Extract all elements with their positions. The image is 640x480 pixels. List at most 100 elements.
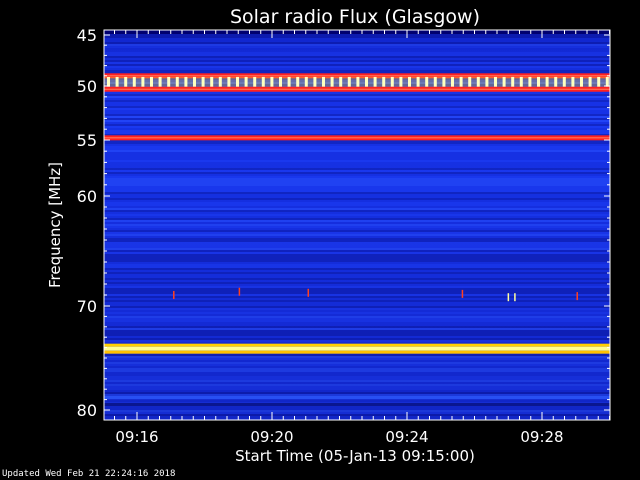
spectrum-row: [104, 30, 610, 34]
spectrum-row: [104, 272, 610, 274]
spectrum-row: [104, 412, 610, 414]
spectrum-row: [104, 306, 610, 308]
spectrum-row: [104, 52, 610, 54]
chart-title: Solar radio Flux (Glasgow): [230, 6, 480, 28]
spectrum-row: [104, 284, 610, 286]
spectrum-row: [104, 38, 610, 40]
emission-band-comb: [416, 76, 420, 87]
spectrum-row: [104, 134, 610, 136]
emission-band-comb: [382, 76, 386, 87]
spectrum-row: [104, 406, 610, 408]
spectrum-row: [104, 230, 610, 232]
plot-area: [103, 29, 611, 421]
spectrum-row: [104, 158, 610, 160]
spectrum-row: [104, 370, 610, 372]
x-tick-label: 09:24: [385, 428, 428, 446]
spectrum-row: [104, 100, 610, 102]
x-axis: 09:16 09:20 09:24 09:28: [114, 30, 610, 446]
spectrum-row: [104, 324, 610, 326]
spectrum-row: [104, 208, 610, 210]
emission-band-comb: [132, 76, 136, 87]
spectrum-row: [104, 288, 610, 290]
spectrum-row: [104, 72, 610, 74]
spectrum-row: [104, 368, 610, 370]
spectrum-row: [104, 56, 610, 58]
emission-band-comb: [270, 76, 274, 87]
spectrum-row: [104, 176, 610, 178]
spectrum-row: [104, 210, 610, 212]
spectrum-row: [104, 300, 610, 302]
interference-spike: [173, 291, 175, 299]
spectrum-row: [104, 238, 610, 240]
spectrum-row: [104, 226, 610, 228]
spectrum-row: [104, 220, 610, 222]
spectrum-row: [104, 340, 610, 342]
spectrum-row: [104, 120, 610, 122]
spectrum-row: [104, 180, 610, 182]
spectrum-row: [104, 172, 610, 174]
spectrum-row: [104, 48, 610, 50]
spectrum-row: [104, 416, 610, 418]
spectrum-row: [104, 216, 610, 218]
interference-spike: [514, 293, 516, 302]
spectrum-row: [104, 376, 610, 378]
emission-band-comb: [313, 76, 317, 87]
spectrum-row: [104, 236, 610, 238]
spectrum-row: [104, 388, 610, 390]
emission-band: [104, 350, 610, 354]
spectrum-row: [104, 232, 610, 234]
emission-band-comb: [485, 76, 489, 87]
spectrum-row: [104, 40, 610, 42]
spectrum-row: [104, 414, 610, 416]
emission-band: [104, 75, 610, 77]
x-tick-label: 09:28: [520, 428, 563, 446]
spectrum-row: [104, 92, 610, 94]
emission-band-comb: [365, 76, 368, 87]
spectrum-row: [104, 282, 610, 284]
spectrum-row: [104, 328, 610, 330]
spectrum-row: [104, 330, 610, 332]
spectrum-row: [104, 292, 610, 294]
spectrum-row: [104, 70, 610, 72]
spectrum-row: [104, 150, 610, 152]
emission-band-comb: [511, 76, 515, 87]
spectrum-row: [104, 110, 610, 112]
spectrum-row: [104, 312, 610, 314]
spectrum-row: [104, 256, 610, 258]
emission-band-comb: [347, 76, 351, 87]
spectrum-row: [104, 240, 610, 242]
spectrum-row: [104, 190, 610, 192]
spectrum-row: [104, 403, 610, 406]
spectrum-row: [104, 58, 610, 60]
spectrum-row: [104, 390, 610, 392]
spectrum-row: [104, 154, 610, 156]
spectrum-row: [104, 142, 610, 144]
emission-band-comb: [322, 76, 325, 87]
emission-band-comb: [442, 76, 446, 87]
emission-band-comb: [150, 76, 153, 87]
spectrum-row: [104, 260, 610, 262]
emission-band-comb: [597, 76, 601, 87]
spectrum-row: [104, 378, 610, 380]
spectrum-row: [104, 50, 610, 52]
spectrum-row: [104, 160, 610, 162]
spectrum-row: [104, 364, 610, 366]
spectrum-row: [104, 418, 610, 420]
emission-band-comb: [227, 76, 231, 87]
emission-band-comb: [210, 76, 214, 87]
spectrum-row: [104, 178, 610, 180]
spectrum-row: [104, 152, 610, 154]
spectrum-row: [104, 42, 610, 44]
spectrum-row: [104, 248, 610, 250]
spectrum-row: [104, 286, 610, 288]
spectrum-row: [104, 318, 610, 320]
emission-band-comb: [279, 76, 282, 87]
spectrum-row: [104, 198, 610, 200]
spectrum-row: [104, 212, 610, 214]
spectrum-row: [104, 268, 610, 270]
emission-band-comb: [304, 76, 308, 87]
spectrum-row: [104, 270, 610, 272]
y-axis: 45 50 55 60 70 80: [77, 26, 610, 420]
spectrum-row: [104, 194, 610, 196]
spectrum-row: [104, 130, 610, 132]
